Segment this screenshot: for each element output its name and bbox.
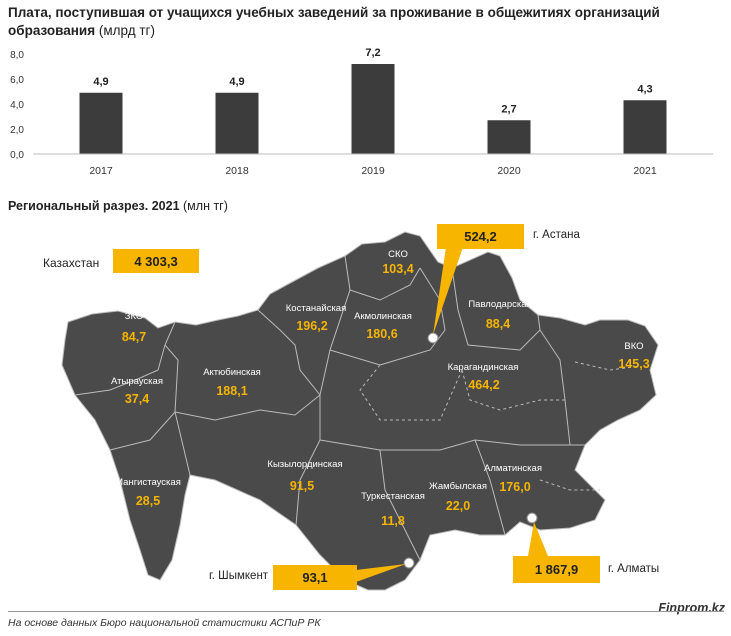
- almaty-value: 1 867,9: [513, 556, 600, 583]
- y-tick-label: 4,0: [10, 100, 24, 111]
- border-atyrau-mangystau: [109, 411, 176, 451]
- bar-value-label: 7,2: [365, 47, 380, 59]
- kazakhstan-map: [61, 231, 659, 591]
- region-name-almaty: Алматинская: [484, 463, 542, 474]
- brand-logo: Finprom.kz: [658, 601, 725, 615]
- border-pavlodar: [451, 267, 541, 351]
- region-name-kostanay: Костанайская: [285, 303, 347, 314]
- map-subtitle-text: Региональный разрез. 2021: [8, 199, 180, 213]
- x-tick-label: 2021: [633, 165, 657, 177]
- region-value-kyzylorda: 91,5: [289, 479, 315, 493]
- region-name-turkestan: Туркестанская: [361, 491, 425, 502]
- region-value-vko: 145,3: [618, 357, 650, 371]
- bar-2017: [79, 92, 123, 154]
- border-aktobe-south: [174, 394, 321, 421]
- bar-2020: [487, 120, 531, 154]
- border-aktobe-west: [164, 344, 191, 476]
- map-subtitle-unit: (млн тг): [183, 199, 228, 213]
- bar-2021: [623, 100, 667, 154]
- shymkent-marker: [403, 557, 415, 569]
- bar-value-label: 4,9: [229, 76, 244, 88]
- bars: 4,9 4,9 7,2 2,7 4,3: [79, 47, 667, 154]
- astana-value: 524,2: [437, 224, 524, 249]
- region-name-karaganda: Карагандинская: [447, 362, 519, 373]
- shymkent-value: 93,1: [273, 565, 357, 590]
- border-kyzylorda: [295, 395, 321, 526]
- region-value-aktobe: 188,1: [216, 384, 248, 398]
- region-name-vko: ВКО: [624, 341, 644, 352]
- almaty-label: г. Алматы: [608, 563, 660, 575]
- region-name-aktobe: Актюбинская: [203, 367, 261, 378]
- chart-title-text: Плата, поступившая от учащихся учебных з…: [8, 5, 660, 38]
- astana-callout-pointer: [433, 247, 463, 335]
- region-name-sko: СКО: [388, 249, 408, 260]
- border-karaganda-south: [319, 439, 570, 451]
- chart-title-unit: (млрд тг): [98, 23, 155, 38]
- bar-value-label: 2,7: [501, 103, 516, 115]
- border-kostanay-east: [319, 255, 351, 396]
- shymkent-callout-pointer: [356, 564, 406, 582]
- y-tick-label: 6,0: [10, 75, 24, 86]
- region-value-zhambyl: 22,0: [445, 499, 471, 513]
- x-tick-label: 2018: [225, 165, 249, 177]
- footer-divider: [8, 611, 724, 612]
- x-tick-label: 2019: [361, 165, 385, 177]
- x-tick-label: 2017: [89, 165, 113, 177]
- border-sko: [349, 267, 421, 301]
- region-value-karaganda: 464,2: [468, 378, 500, 392]
- almaty-marker: [526, 512, 538, 524]
- region-name-zhambyl: Жамбылская: [429, 481, 487, 492]
- border-vko-east: [574, 361, 641, 371]
- map-subtitle: Региональный разрез. 2021 (млн тг): [8, 199, 228, 213]
- bar-2018: [215, 92, 259, 154]
- astana-marker: [427, 332, 439, 344]
- bar-value-label: 4,3: [637, 83, 652, 95]
- region-value-kostanay: 196,2: [296, 319, 328, 333]
- region-value-zko: 84,7: [121, 330, 147, 344]
- y-axis: 0,0 2,0 4,0 6,0 8,0: [10, 50, 24, 161]
- bar-value-label: 4,9: [93, 76, 108, 88]
- region-value-mangystau: 28,5: [135, 494, 161, 508]
- border-kostanay-west: [257, 309, 321, 396]
- region-name-pavlodar: Павлодарская: [468, 299, 532, 310]
- y-tick-label: 8,0: [10, 50, 24, 61]
- region-name-akmola: Акмолинская: [354, 311, 412, 322]
- region-name-mangystau: Мангистауская: [115, 477, 181, 488]
- region-name-atyrau: Атырауская: [111, 376, 163, 387]
- border-abai: [461, 369, 565, 411]
- border-zhambyl-almaty: [474, 439, 506, 536]
- x-tick-label: 2020: [497, 165, 521, 177]
- region-value-sko: 103,4: [382, 262, 414, 276]
- x-axis: 2017 2018 2019 2020 2021: [89, 165, 657, 177]
- kazakhstan-total: 4 303,3: [113, 249, 199, 273]
- chart-title: Плата, поступившая от учащихся учебных з…: [8, 4, 708, 40]
- y-tick-label: 2,0: [10, 125, 24, 136]
- bar-2019: [351, 64, 395, 154]
- shymkent-label: г. Шымкент: [209, 570, 269, 582]
- border-zhetysu: [539, 479, 600, 491]
- dashed-borders: [359, 361, 641, 491]
- border-turkestan: [379, 449, 421, 561]
- kazakhstan-label: Казахстан: [43, 256, 100, 270]
- region-name-zko: ЗКО: [124, 311, 144, 322]
- astana-label: г. Астана: [533, 229, 580, 241]
- region-value-almaty: 176,0: [499, 480, 531, 494]
- region-value-turkestan: 11,8: [381, 514, 405, 528]
- almaty-callout-pointer: [528, 522, 548, 556]
- bar-chart: 0,0 2,0 4,0 6,0 8,0 4,9 4,9 7,2 2,7 4,3 2017 2018…: [10, 47, 713, 177]
- source-note: На основе данных Бюро национальной стати…: [8, 617, 321, 629]
- region-name-kyzylorda: Кызылординская: [267, 459, 343, 470]
- y-tick-label: 0,0: [10, 150, 24, 161]
- region-value-akmola: 180,6: [366, 327, 398, 341]
- border-ulytau: [359, 364, 463, 421]
- map-outline: [61, 231, 659, 591]
- region-value-atyrau: 37,4: [124, 392, 150, 406]
- border-zko: [74, 321, 176, 396]
- region-value-pavlodar: 88,4: [485, 317, 511, 331]
